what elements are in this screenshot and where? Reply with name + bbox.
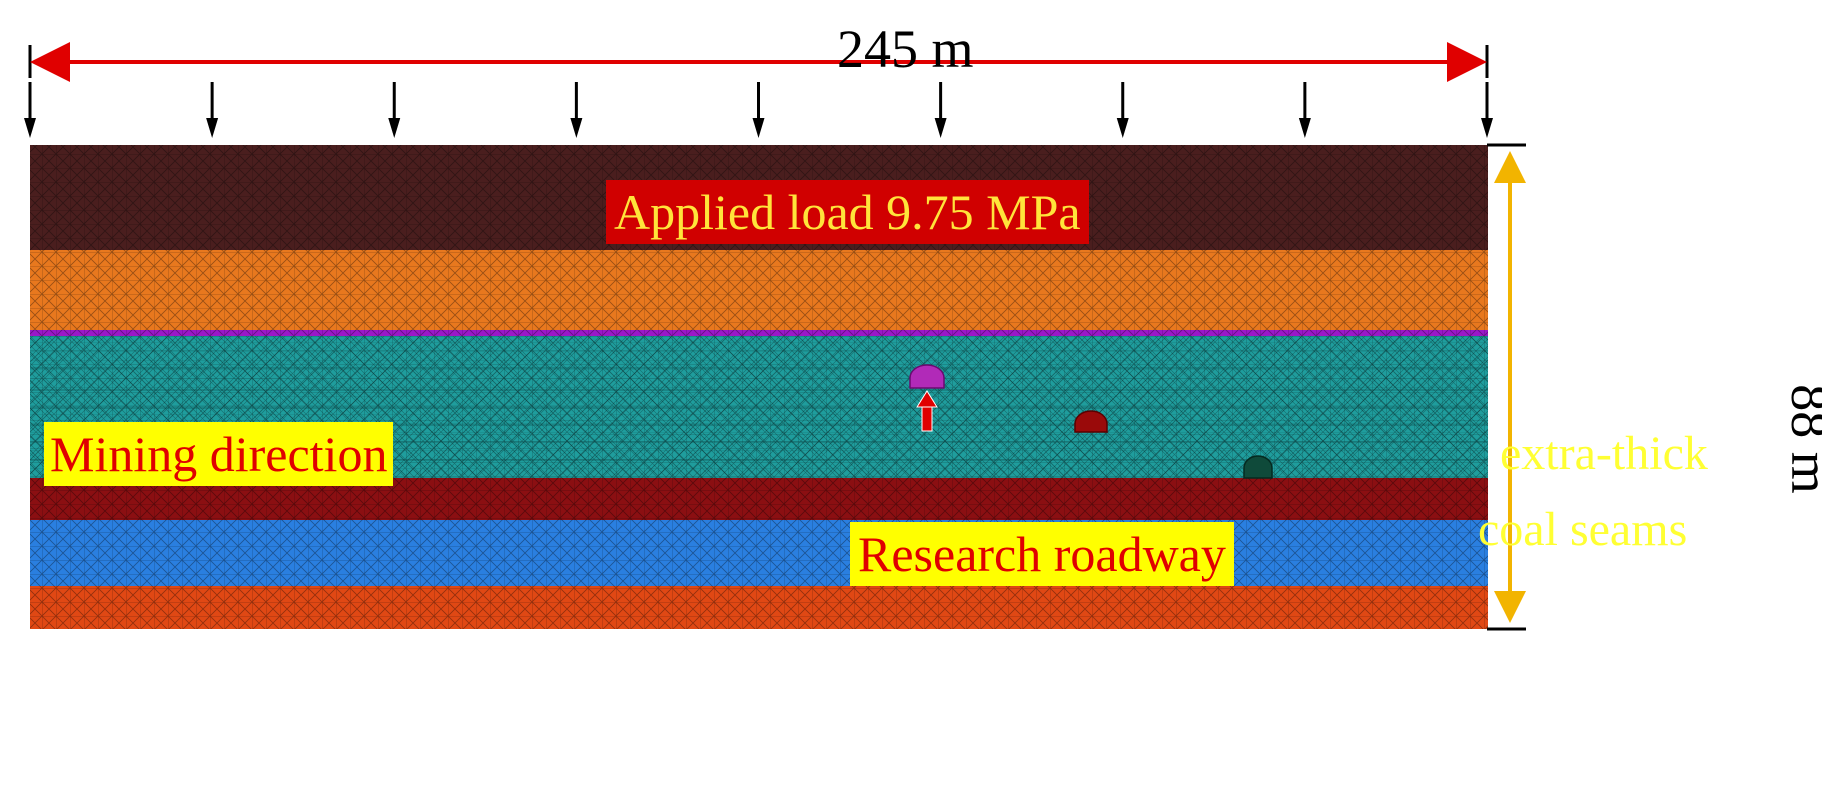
load-arrow [1481,82,1493,138]
lower-roadway-marker [1243,455,1273,479]
research-roadway-pointer-arrow [916,390,938,432]
width-dimension-label: 245 m [837,19,974,79]
mining-direction-label: Mining direction [44,422,394,486]
width-dimension-arrow [28,42,1489,82]
load-arrow [1116,82,1129,138]
load-arrow [24,82,36,138]
coal-seam-label-line-2: coal seams [1478,503,1688,556]
load-arrow [934,82,947,138]
load-arrows [24,82,1493,138]
load-arrow [570,82,583,138]
load-arrow [206,82,219,138]
load-arrow [752,82,765,138]
research-roadway-label: Research roadway [850,522,1234,586]
height-dimension-label: 88 m [1779,384,1822,494]
research-roadway-marker [909,364,945,389]
height-dimension-arrow [1487,143,1526,631]
applied-load-label: Applied load 9.75 MPa [606,180,1089,244]
adjacent-roadway-marker [1074,410,1108,433]
load-arrow [388,82,401,138]
load-arrow [1298,82,1311,138]
coal-seam-label-line-1: extra-thick [1500,427,1708,480]
